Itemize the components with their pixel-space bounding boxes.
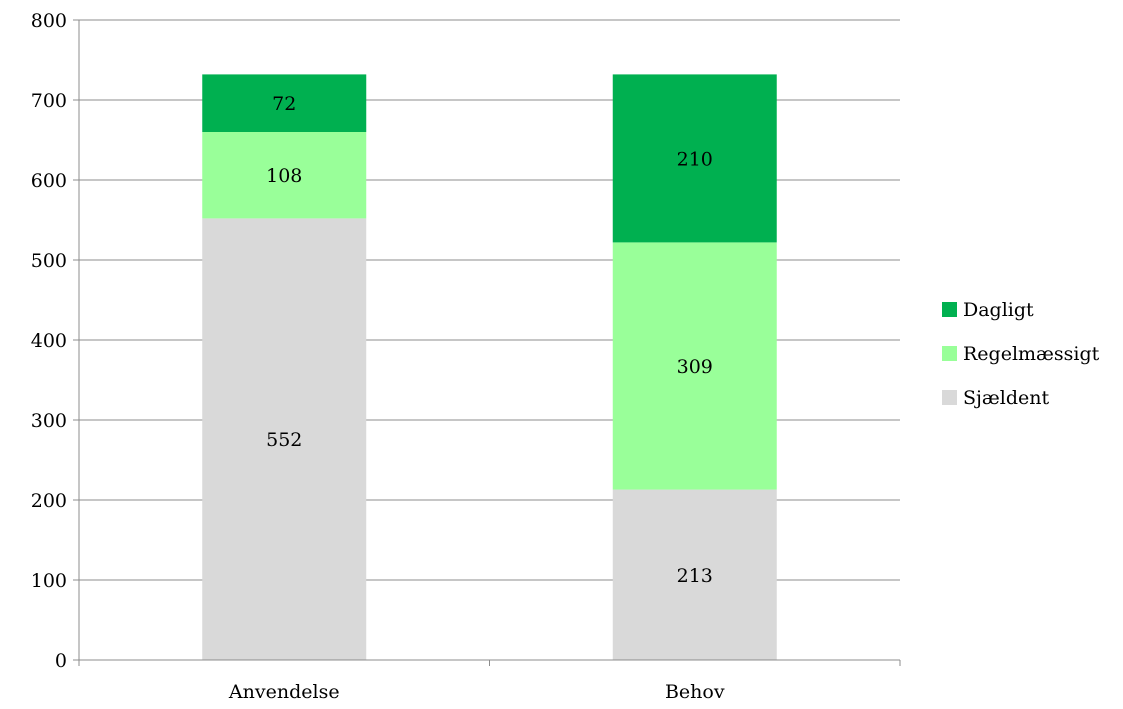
- y-tick-label: 200: [31, 490, 67, 512]
- data-label: 108: [266, 165, 302, 187]
- bars: [202, 74, 777, 660]
- legend-label: Dagligt: [963, 299, 1034, 321]
- y-tick-label: 100: [31, 570, 67, 592]
- data-label: 309: [677, 356, 713, 378]
- data-label: 213: [677, 565, 713, 587]
- legend-swatch: [942, 302, 957, 317]
- axes: [73, 19, 901, 666]
- bar-segment: [202, 74, 367, 132]
- bar-segment: [612, 74, 777, 243]
- y-tick-label: 700: [31, 90, 67, 112]
- y-tick-label: 300: [31, 410, 67, 432]
- y-tick-label: 800: [31, 10, 67, 32]
- bar-segment: [202, 132, 367, 219]
- data-label: 552: [266, 429, 302, 451]
- bar-segment: [202, 218, 367, 660]
- y-tick-label: 400: [31, 330, 67, 352]
- x-category-label: Behov: [665, 681, 725, 703]
- y-tick-label: 500: [31, 250, 67, 272]
- data-label: 72: [272, 93, 296, 115]
- y-tick-labels: 0 100 200 300 400 500 600 700 800: [31, 10, 67, 672]
- data-labels: 552 108 72 213 309 210: [266, 93, 713, 587]
- legend-swatch: [942, 346, 957, 361]
- data-label: 210: [677, 148, 713, 170]
- legend-label: Regelmæssigt: [963, 343, 1100, 365]
- gridlines: [79, 19, 900, 581]
- legend-swatch: [942, 390, 957, 405]
- y-tick-label: 0: [55, 650, 67, 672]
- bar-segment: [612, 242, 777, 490]
- x-category-label: Anvendelse: [228, 681, 340, 703]
- bar-segment: [612, 489, 777, 660]
- legend: Dagligt Regelmæssigt Sjældent: [942, 299, 1100, 409]
- legend-label: Sjældent: [963, 387, 1049, 409]
- x-category-labels: Anvendelse Behov: [228, 681, 725, 703]
- y-tick-label: 600: [31, 170, 67, 192]
